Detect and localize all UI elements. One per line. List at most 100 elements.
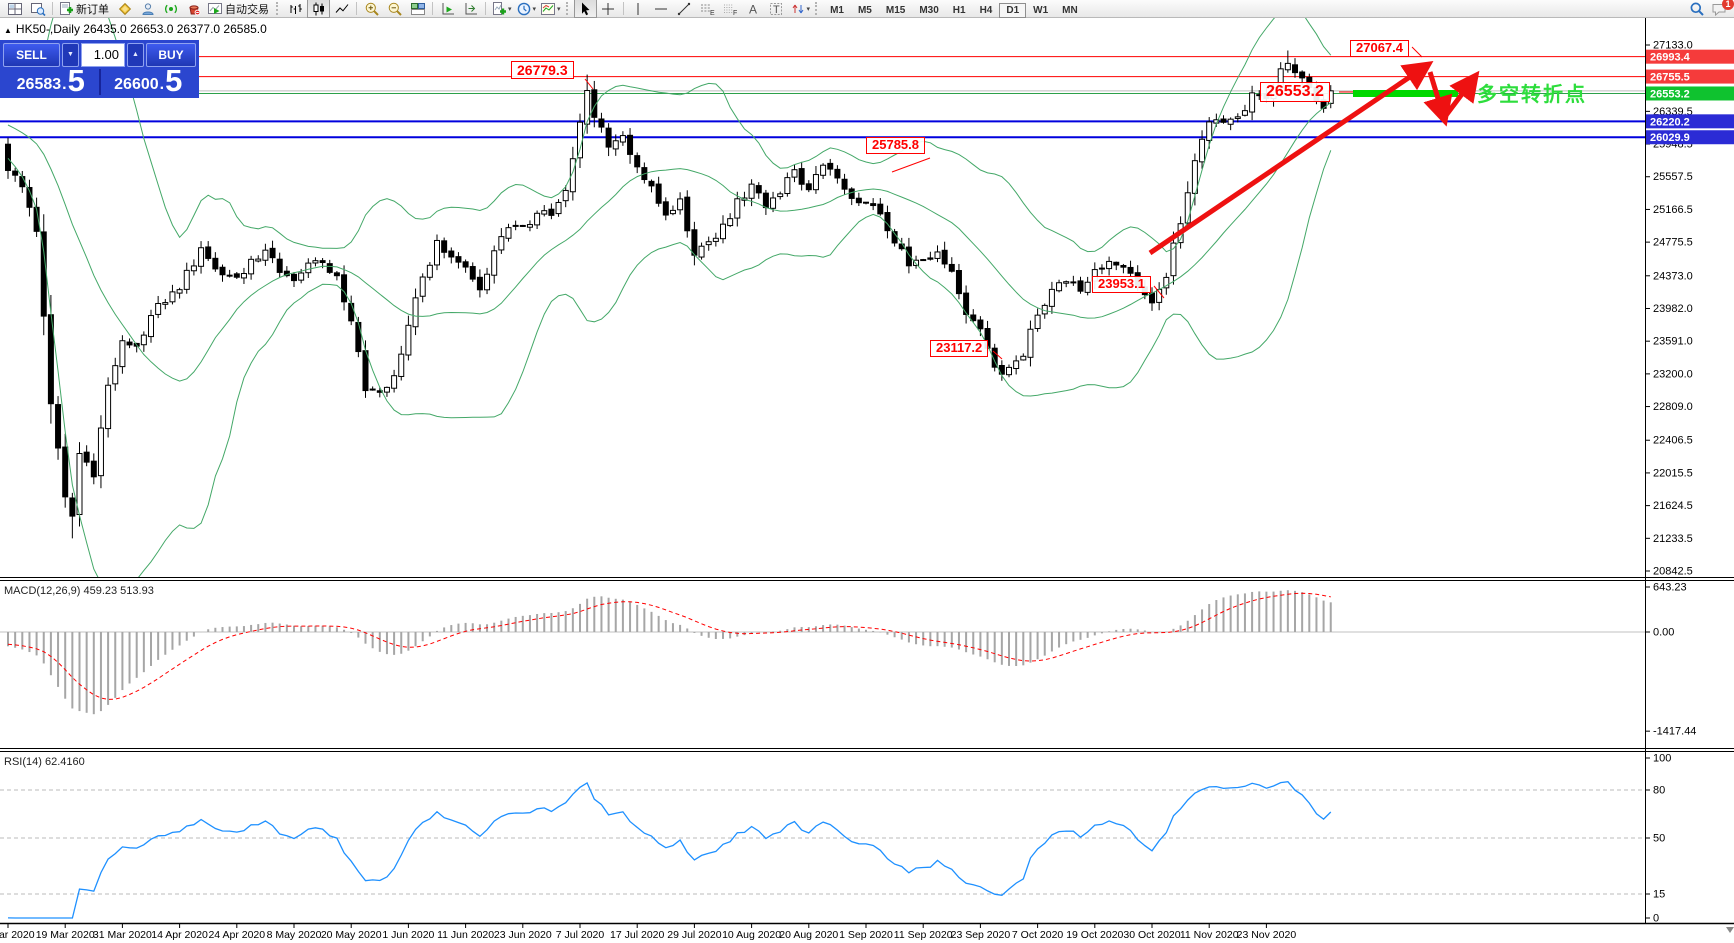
chat-button[interactable]: 1 bbox=[1708, 0, 1734, 18]
price-label-23953[interactable]: 23953.1 bbox=[1092, 276, 1151, 293]
news-button[interactable] bbox=[182, 0, 205, 18]
volume-input[interactable]: 1.00 bbox=[81, 43, 125, 67]
macd-histogram-bar bbox=[192, 632, 195, 637]
price-label-26779[interactable]: 26779.3 bbox=[511, 61, 574, 80]
chart-shift-button[interactable] bbox=[459, 0, 482, 18]
tile-windows-button[interactable] bbox=[406, 0, 429, 18]
candlestick-chart-button[interactable] bbox=[307, 0, 330, 18]
periods-button[interactable]: ▾ bbox=[514, 0, 539, 18]
candle-body bbox=[83, 451, 90, 463]
timeframe-D1[interactable]: D1 bbox=[999, 2, 1027, 18]
candle-body bbox=[455, 256, 462, 263]
buy-button[interactable]: BUY bbox=[146, 43, 196, 67]
vertical-line-button[interactable] bbox=[627, 0, 650, 18]
macd-histogram-bar bbox=[78, 632, 81, 712]
date-label: 11 Sep 2020 bbox=[894, 929, 953, 941]
indicators-icon bbox=[493, 1, 506, 15]
candle-body bbox=[398, 353, 405, 377]
cursor-button[interactable] bbox=[573, 0, 597, 18]
arrows-button[interactable]: ▾ bbox=[788, 0, 813, 18]
sell-button[interactable]: SELL bbox=[3, 43, 60, 67]
candle-body bbox=[1063, 281, 1070, 284]
crosshair-button[interactable] bbox=[597, 0, 620, 18]
timeframe-MN[interactable]: MN bbox=[1062, 4, 1078, 16]
horizontal-line-button[interactable] bbox=[650, 0, 673, 18]
channels-button[interactable]: F bbox=[719, 0, 742, 18]
search-button[interactable] bbox=[1685, 0, 1708, 18]
text-label-button[interactable]: T bbox=[765, 0, 788, 18]
candle-body bbox=[1191, 160, 1198, 194]
text-button[interactable]: A bbox=[742, 0, 765, 18]
price-label-25785[interactable]: 25785.8 bbox=[866, 137, 925, 154]
candle-body bbox=[491, 250, 498, 276]
toolbar-separator bbox=[356, 2, 357, 15]
timeframe-M5[interactable]: M5 bbox=[857, 4, 872, 16]
macd-histogram-bar bbox=[1115, 629, 1118, 632]
chart-profile-button[interactable] bbox=[26, 0, 49, 18]
candle-body bbox=[948, 263, 955, 272]
auto-scroll-button[interactable] bbox=[436, 0, 459, 18]
zoom-in-button[interactable] bbox=[360, 0, 383, 18]
macd-histogram-bar bbox=[135, 632, 138, 678]
candle-body bbox=[219, 266, 226, 276]
candle-body bbox=[777, 193, 784, 198]
turning-point-note[interactable]: 多空转折点 bbox=[1477, 84, 1587, 106]
price-label-26553[interactable]: 26553.2 bbox=[1260, 82, 1330, 103]
macd-histogram-bar bbox=[42, 632, 45, 664]
timeframe-W1[interactable]: W1 bbox=[1033, 4, 1049, 16]
fibonacci-button[interactable]: E bbox=[696, 0, 719, 18]
ask-price[interactable]: 26600. 5 bbox=[98, 65, 197, 96]
indicators-button[interactable]: ▾ bbox=[489, 0, 514, 18]
volume-increase-button[interactable]: ▲ bbox=[127, 43, 144, 67]
timeframe-H4[interactable]: H4 bbox=[979, 4, 993, 16]
signals-button[interactable] bbox=[159, 0, 182, 18]
price-label-23117[interactable]: 23117.2 bbox=[930, 340, 989, 357]
macd-histogram-bar bbox=[779, 630, 782, 632]
candle-body bbox=[169, 291, 176, 303]
trendline-button[interactable] bbox=[673, 0, 696, 18]
vertical-line-icon bbox=[637, 2, 639, 15]
timeframe-H1[interactable]: H1 bbox=[952, 4, 966, 16]
candle-body bbox=[905, 246, 912, 267]
new-order-button[interactable]: 新订单 bbox=[56, 0, 113, 18]
candle-body bbox=[212, 257, 219, 270]
macd-histogram-bar bbox=[443, 627, 446, 632]
candle-body bbox=[1020, 355, 1027, 361]
community-button[interactable] bbox=[136, 0, 159, 18]
collapse-triangle-icon[interactable]: ▲ bbox=[4, 26, 12, 35]
templates-button[interactable]: ▾ bbox=[538, 0, 563, 18]
zoom-out-button[interactable] bbox=[383, 0, 406, 18]
timeframe-M15[interactable]: M15 bbox=[885, 4, 906, 16]
toolbar-grip bbox=[815, 2, 820, 15]
macd-histogram-bar bbox=[457, 623, 460, 632]
macd-histogram-bar bbox=[1015, 632, 1018, 666]
macd-histogram-bar bbox=[357, 632, 360, 638]
macd-histogram-bar bbox=[536, 613, 539, 632]
bar-chart-button[interactable] bbox=[284, 0, 307, 18]
candle-body bbox=[412, 297, 419, 328]
timeframe-M30[interactable]: M30 bbox=[919, 4, 939, 16]
chart-canvas[interactable]: 27133.026339.525948.525557.525166.524775… bbox=[0, 18, 1734, 943]
toolbar-separator bbox=[622, 2, 624, 15]
chart-title: ▲ HK50-,Daily 26435.0 26653.0 26377.0 265… bbox=[4, 22, 267, 36]
candle-body bbox=[484, 273, 491, 291]
new-chart-button[interactable] bbox=[3, 0, 26, 18]
timeframe-M1[interactable]: M1 bbox=[830, 4, 844, 16]
price-axis-label: 22015.5 bbox=[1653, 467, 1693, 479]
trend-up-arrow bbox=[1148, 60, 1434, 256]
market-button[interactable] bbox=[113, 0, 136, 18]
candle-body bbox=[1106, 260, 1113, 270]
price-label-27067[interactable]: 27067.4 bbox=[1350, 40, 1409, 57]
candle-body bbox=[1206, 121, 1213, 141]
price-axis-label: 24775.5 bbox=[1653, 237, 1693, 249]
toolbar-separator bbox=[52, 2, 53, 15]
line-chart-button[interactable] bbox=[330, 0, 353, 18]
macd-histogram-bar bbox=[793, 627, 796, 632]
macd-histogram-bar bbox=[378, 632, 381, 652]
candle-body bbox=[312, 260, 319, 264]
macd-histogram-bar bbox=[1308, 594, 1311, 632]
macd-histogram-bar bbox=[242, 626, 245, 632]
bid-price[interactable]: 26583. 5 bbox=[16, 62, 85, 98]
volume-decrease-button[interactable]: ▼ bbox=[62, 43, 79, 67]
autotrading-button[interactable]: 自动交易 bbox=[205, 0, 273, 18]
